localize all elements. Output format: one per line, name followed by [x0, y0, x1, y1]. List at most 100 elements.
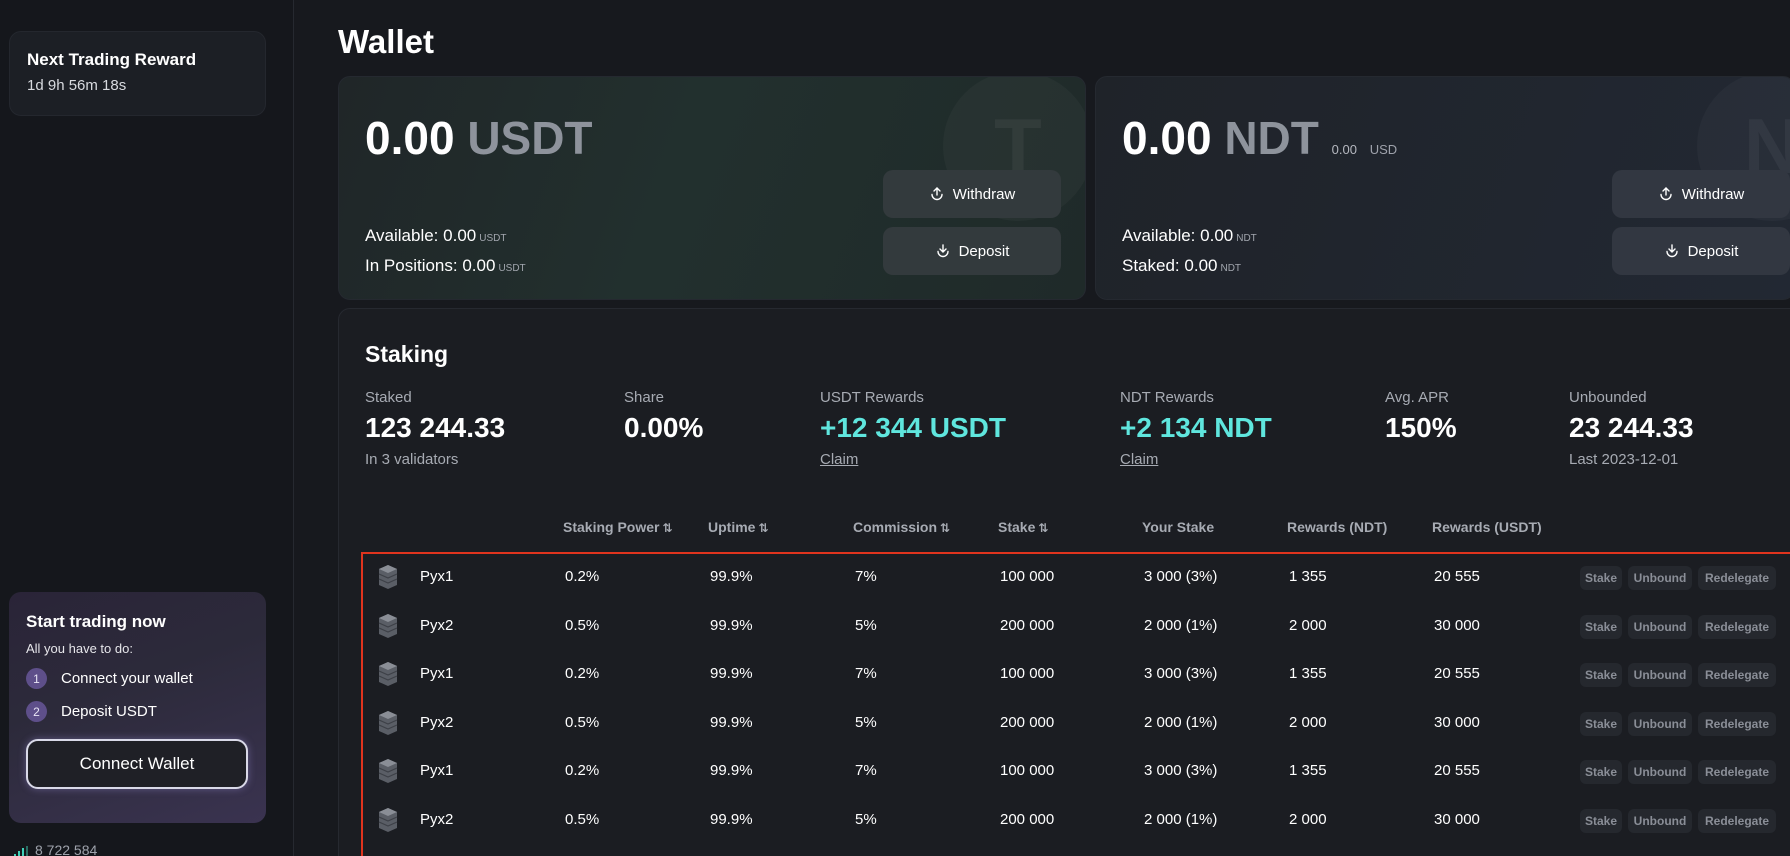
validator-server-icon [378, 662, 398, 686]
deposit-icon [936, 244, 949, 258]
col-label: Staking Power [563, 519, 660, 535]
staked-label: Staked: [1122, 256, 1180, 275]
stake-button[interactable]: Stake [1580, 566, 1622, 590]
rewards-ndt: 2 000 [1289, 616, 1327, 634]
redelegate-button[interactable]: Redelegate [1698, 711, 1776, 736]
sort-icon: ⇅ [1038, 521, 1049, 535]
commission: 7% [855, 762, 877, 779]
redelegate-button[interactable]: Redelegate [1698, 760, 1776, 784]
your-stake: 3 000 (3%) [1144, 665, 1218, 682]
usdt-balance-card: T 0.00 USDT Available: 0.00 USDT In Posit… [338, 76, 1086, 300]
validator-name: Pyx1 [420, 762, 454, 779]
stat-label: Staked [365, 389, 412, 406]
available-label: Available: [365, 226, 439, 245]
staked-value: 0.00 [1184, 256, 1218, 275]
sort-icon: ⇅ [940, 521, 951, 535]
your-stake: 2 000 (1%) [1144, 713, 1218, 731]
stat-value: 150% [1385, 412, 1457, 443]
uptime: 99.9% [710, 762, 753, 779]
stat-share: Share 0.00% [624, 389, 703, 444]
rewards-usdt: 20 555 [1434, 762, 1480, 779]
withdraw-label: Withdraw [952, 185, 1016, 203]
staking-title: Staking [365, 341, 449, 367]
start-trading-title: Start trading now [26, 612, 166, 631]
redelegate-button[interactable]: Redelegate [1698, 566, 1776, 590]
ndt-withdraw-button[interactable]: Withdraw [1612, 170, 1790, 218]
unbound-button[interactable]: Unbound [1628, 663, 1692, 687]
your-stake: 2 000 (1%) [1144, 810, 1218, 828]
commission: 5% [855, 810, 877, 828]
available-unit: NDT [1236, 233, 1257, 244]
claim-ndt-link[interactable]: Claim [1120, 451, 1159, 468]
validator-name: Pyx1 [420, 568, 454, 585]
available-label: Available: [1122, 226, 1196, 245]
stake: 200 000 [1000, 810, 1055, 828]
uptime: 99.9% [710, 713, 753, 731]
unbound-button[interactable]: Unbound [1628, 711, 1692, 736]
col-label: Your Stake [1142, 519, 1215, 535]
connect-wallet-button[interactable]: Connect Wallet [26, 739, 248, 789]
stake-button[interactable]: Stake [1580, 760, 1622, 784]
redelegate-button[interactable]: Redelegate [1698, 614, 1776, 639]
commission: 7% [855, 665, 877, 682]
withdraw-label: Withdraw [1681, 185, 1745, 203]
stat-unbounded: Unbounded 23 244.33 Last 2023-12-01 [1569, 389, 1694, 468]
usdt-deposit-button[interactable]: Deposit [883, 227, 1061, 275]
stake-button[interactable]: Stake [1580, 614, 1622, 639]
staking-power: 0.2% [565, 665, 600, 682]
usdt-currency: USDT [467, 112, 593, 164]
redelegate-button[interactable]: Redelegate [1698, 808, 1776, 833]
rewards-ndt: 1 355 [1289, 762, 1327, 779]
col-commission[interactable]: Commission ⇅ [853, 519, 950, 535]
ndt-deposit-button[interactable]: Deposit [1612, 227, 1790, 275]
table-row: Pyx2 0.5% 99.9% 5% 200 000 2 000 (1%) 2 … [363, 797, 1790, 845]
stake-button[interactable]: Stake [1580, 711, 1622, 736]
rewards-usdt: 30 000 [1434, 810, 1480, 828]
rewards-ndt: 1 355 [1289, 665, 1327, 682]
validator-name: Pyx2 [420, 810, 454, 828]
uptime: 99.9% [710, 616, 753, 634]
uptime: 99.9% [710, 665, 753, 682]
stat-value: 123 244.33 [365, 412, 506, 443]
validator-name: Pyx2 [420, 616, 454, 634]
reward-title: Next Trading Reward [27, 50, 197, 69]
claim-usdt-link[interactable]: Claim [820, 451, 859, 468]
stake: 100 000 [1000, 762, 1055, 779]
step-number: 1 [26, 668, 47, 689]
stat-sub: In 3 validators [365, 451, 459, 468]
stake: 100 000 [1000, 568, 1055, 585]
stake: 200 000 [1000, 713, 1055, 731]
usdt-withdraw-button[interactable]: Withdraw [883, 170, 1061, 218]
stat-usdt-rewards: USDT Rewards +12 344 USDT Claim [820, 389, 1006, 468]
staking-power: 0.2% [565, 762, 600, 779]
col-stake[interactable]: Stake ⇅ [998, 519, 1048, 535]
stake: 100 000 [1000, 665, 1055, 682]
available-value: 0.00 [1200, 226, 1234, 245]
stat-label: NDT Rewards [1120, 389, 1214, 406]
stat-value: 23 244.33 [1569, 412, 1694, 443]
unbound-button[interactable]: Unbound [1628, 614, 1692, 639]
withdraw-icon [931, 187, 943, 201]
commission: 7% [855, 568, 877, 585]
usdt-amount: 0.00 USDT [365, 111, 593, 165]
network-stat: 8 722 584 [14, 842, 97, 856]
col-staking-power[interactable]: Staking Power ⇅ [563, 519, 673, 535]
validator-name: Pyx1 [420, 665, 454, 682]
table-row: Pyx1 0.2% 99.9% 7% 100 000 3 000 (3%) 1 … [363, 651, 1790, 699]
usdt-positions-row: In Positions: 0.00 USDT [365, 252, 526, 282]
available-value: 0.00 [443, 226, 477, 245]
stake-button[interactable]: Stake [1580, 663, 1622, 687]
col-uptime[interactable]: Uptime ⇅ [708, 519, 769, 535]
unbound-button[interactable]: Unbound [1628, 566, 1692, 590]
stake: 200 000 [1000, 616, 1055, 634]
unbound-button[interactable]: Unbound [1628, 808, 1692, 833]
redelegate-button[interactable]: Redelegate [1698, 663, 1776, 687]
unbound-button[interactable]: Unbound [1628, 760, 1692, 784]
stake-button[interactable]: Stake [1580, 808, 1622, 833]
validator-server-icon [378, 710, 398, 735]
rewards-ndt: 1 355 [1289, 568, 1327, 585]
reward-countdown: 1d 9h 56m 18s [27, 77, 127, 94]
rewards-usdt: 20 555 [1434, 568, 1480, 585]
step-label: Deposit USDT [61, 703, 157, 720]
ndt-available-row: Available: 0.00 NDT [1122, 222, 1257, 252]
